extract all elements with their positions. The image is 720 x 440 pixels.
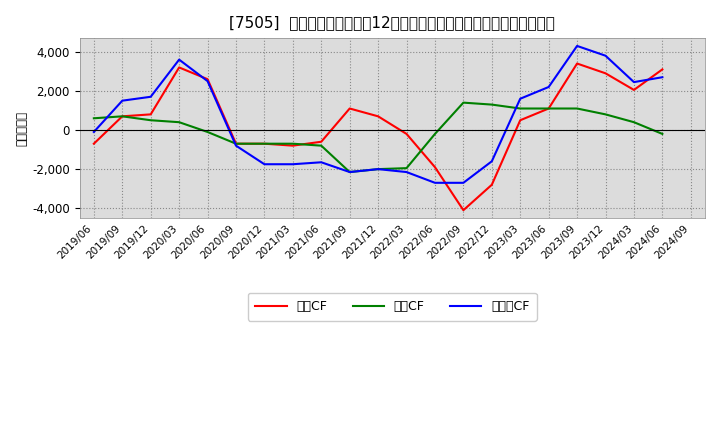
営業CF bbox=[289, 143, 297, 148]
投資CF bbox=[573, 106, 582, 111]
投資CF bbox=[516, 106, 525, 111]
営業CF bbox=[146, 112, 155, 117]
投資CF bbox=[459, 100, 468, 105]
フリーCF bbox=[317, 160, 325, 165]
営業CF bbox=[431, 165, 439, 170]
投資CF bbox=[374, 166, 382, 172]
投資CF bbox=[317, 143, 325, 148]
フリーCF bbox=[459, 180, 468, 185]
フリーCF bbox=[118, 98, 127, 103]
フリーCF bbox=[544, 84, 553, 90]
営業CF bbox=[118, 114, 127, 119]
営業CF bbox=[374, 114, 382, 119]
投資CF bbox=[402, 165, 411, 171]
フリーCF bbox=[601, 53, 610, 59]
営業CF bbox=[203, 77, 212, 82]
フリーCF bbox=[374, 166, 382, 172]
投資CF bbox=[260, 141, 269, 147]
営業CF bbox=[573, 61, 582, 66]
投資CF bbox=[601, 112, 610, 117]
Y-axis label: （百万円）: （百万円） bbox=[15, 110, 28, 146]
営業CF bbox=[317, 139, 325, 144]
フリーCF bbox=[289, 161, 297, 167]
投資CF bbox=[203, 129, 212, 135]
投資CF bbox=[431, 131, 439, 136]
フリーCF bbox=[175, 57, 184, 62]
営業CF bbox=[487, 182, 496, 187]
投資CF bbox=[629, 120, 638, 125]
フリーCF bbox=[260, 161, 269, 167]
フリーCF bbox=[431, 180, 439, 185]
投資CF bbox=[89, 116, 98, 121]
営業CF bbox=[346, 106, 354, 111]
営業CF bbox=[629, 87, 638, 92]
フリーCF bbox=[629, 80, 638, 85]
投資CF bbox=[487, 102, 496, 107]
投資CF bbox=[346, 169, 354, 175]
フリーCF bbox=[516, 96, 525, 101]
営業CF bbox=[516, 117, 525, 123]
Legend: 営業CF, 投資CF, フリーCF: 営業CF, 投資CF, フリーCF bbox=[248, 293, 536, 321]
投資CF bbox=[146, 117, 155, 123]
営業CF bbox=[459, 208, 468, 213]
投資CF bbox=[175, 120, 184, 125]
フリーCF bbox=[203, 78, 212, 84]
Line: 営業CF: 営業CF bbox=[94, 63, 662, 210]
営業CF bbox=[544, 106, 553, 111]
フリーCF bbox=[487, 159, 496, 164]
投資CF bbox=[544, 106, 553, 111]
フリーCF bbox=[658, 74, 667, 80]
Line: 投資CF: 投資CF bbox=[94, 103, 662, 172]
Title: [7505]  キャッシュフローの12か月移動合計の対前年同期増減額の推移: [7505] キャッシュフローの12か月移動合計の対前年同期増減額の推移 bbox=[230, 15, 555, 30]
営業CF bbox=[260, 141, 269, 147]
営業CF bbox=[601, 71, 610, 76]
営業CF bbox=[89, 141, 98, 147]
フリーCF bbox=[402, 169, 411, 175]
フリーCF bbox=[346, 169, 354, 175]
営業CF bbox=[658, 67, 667, 72]
投資CF bbox=[118, 114, 127, 119]
投資CF bbox=[658, 131, 667, 136]
Line: フリーCF: フリーCF bbox=[94, 46, 662, 183]
フリーCF bbox=[232, 143, 240, 148]
営業CF bbox=[232, 141, 240, 147]
営業CF bbox=[402, 131, 411, 136]
投資CF bbox=[289, 141, 297, 147]
フリーCF bbox=[146, 94, 155, 99]
フリーCF bbox=[573, 43, 582, 48]
営業CF bbox=[175, 65, 184, 70]
フリーCF bbox=[89, 129, 98, 135]
投資CF bbox=[232, 141, 240, 147]
